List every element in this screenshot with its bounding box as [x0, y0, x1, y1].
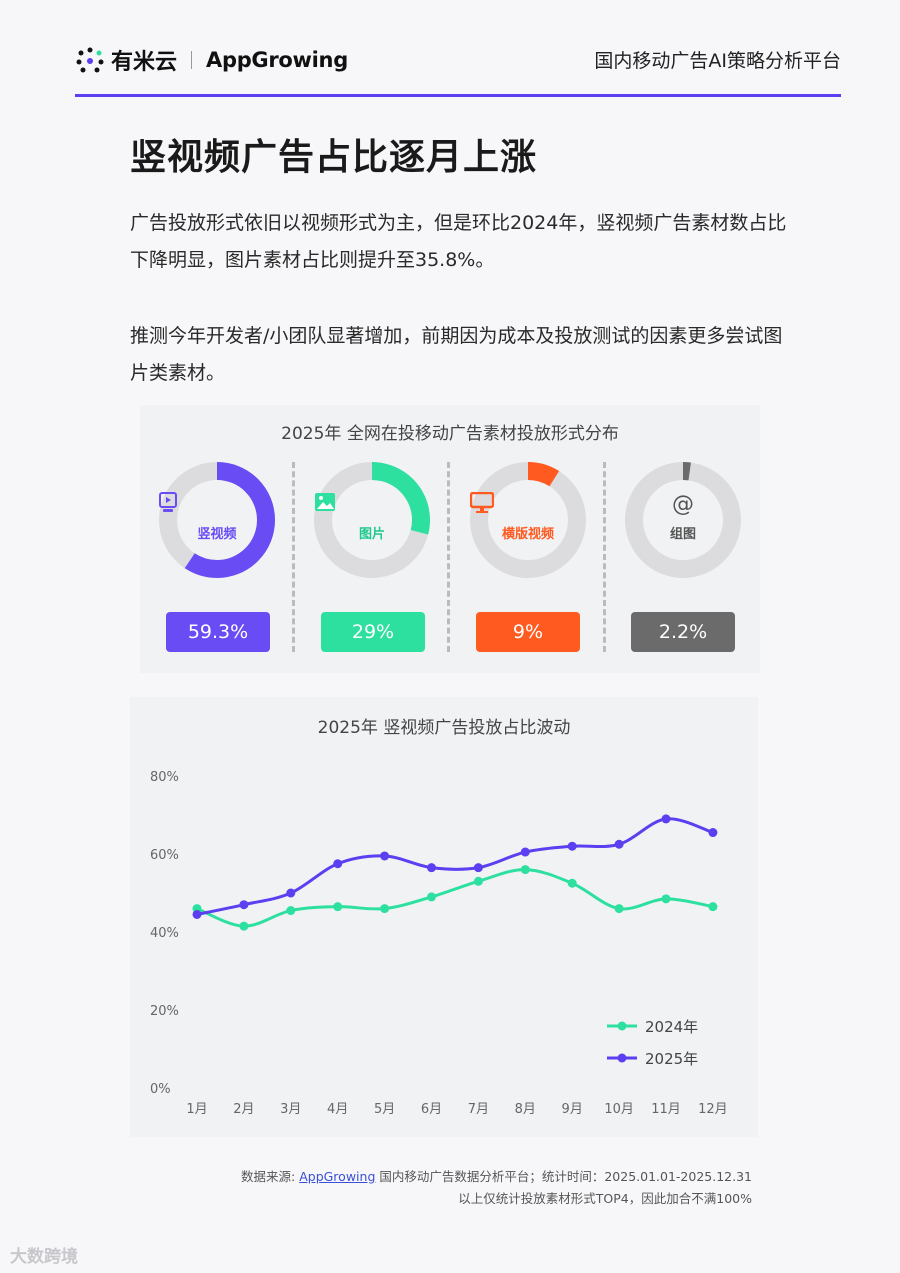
donut-slice-gallery — [625, 462, 741, 578]
data-point — [520, 847, 530, 857]
header: 有米云 AppGrowing 国内移动广告AI策略分析平台 — [75, 40, 841, 80]
legend-label: 2024年 — [645, 1018, 698, 1036]
logo-text: 有米云 — [111, 50, 178, 75]
youmi-logo-icon — [76, 47, 104, 73]
paragraph-1: 广告投放形式依旧以视频形式为主，但是环比2024年，竖视频广告素材数占比下降明显… — [130, 212, 787, 271]
x-tick-label: 1月 — [186, 1102, 207, 1117]
donut-label-vertical-video: 竖视频 — [197, 527, 237, 542]
data-point — [239, 921, 249, 931]
donut-vertical-video-ring — [159, 462, 275, 578]
watermark: 大数跨境 — [10, 1247, 78, 1267]
x-tick-label: 12月 — [698, 1102, 728, 1117]
donut-gallery-ring — [625, 462, 741, 578]
donut-image: 图片 — [314, 462, 430, 578]
pct-gallery: 2.2% — [631, 612, 735, 652]
line-chart-panel: 2025年 竖视频广告投放占比波动 0% 20% 40% 60% 80% 1月 2月 3月 4月… — [130, 697, 758, 1137]
x-tick-label: 4月 — [327, 1102, 348, 1117]
donut-label-gallery: 组图 — [669, 527, 696, 542]
data-point — [520, 865, 530, 875]
source-link[interactable]: AppGrowing — [299, 1169, 376, 1184]
source-suffix: 国内移动广告数据分析平台；统计时间：2025.01.01-2025.12.31 — [375, 1169, 752, 1184]
divider-2 — [447, 462, 450, 652]
chart-title: 2025年 全网在投移动广告素材投放形式分布 — [281, 424, 619, 444]
data-point — [614, 904, 624, 914]
x-tick-label: 5月 — [374, 1102, 395, 1117]
data-point — [473, 876, 483, 886]
x-tick-label: 11月 — [651, 1102, 681, 1117]
data-point — [333, 859, 343, 869]
data-point — [192, 909, 202, 919]
data-point — [427, 863, 436, 873]
donut-slice-vertical-video — [159, 462, 275, 578]
donut-slice-image — [314, 462, 430, 578]
donut-label-horizontal-video: 横版视频 — [501, 527, 554, 542]
data-point — [473, 863, 483, 873]
data-point — [380, 851, 390, 861]
donut-slice-horizontal-video — [470, 462, 586, 578]
y-tick-label: 60% — [150, 848, 179, 863]
x-tick-label: 10月 — [604, 1102, 634, 1117]
legend-marker — [617, 1053, 627, 1063]
data-source: 数据来源: AppGrowing 国内移动广告数据分析平台；统计时间：2025.… — [241, 1166, 752, 1185]
x-tick-label: 9月 — [562, 1102, 583, 1117]
x-tick-label: 7月 — [468, 1102, 489, 1117]
data-point — [614, 839, 624, 849]
donut-vertical-video: 竖视频 — [159, 462, 275, 578]
y-tick-label: 80% — [150, 770, 179, 785]
donut-horizontal-video: 横版视频 — [470, 462, 586, 578]
at-icon: @ — [672, 492, 694, 517]
x-tick-label: 6月 — [421, 1102, 442, 1117]
pct-vertical-video: 59.3% — [166, 612, 270, 652]
data-point — [661, 814, 671, 824]
divider-1 — [292, 462, 295, 652]
donut-gallery: @ 组图 — [625, 462, 741, 578]
legend-label: 2025年 — [645, 1050, 698, 1068]
data-point — [239, 900, 249, 910]
data-point — [333, 902, 343, 912]
x-tick-label: 2月 — [233, 1102, 254, 1117]
paragraph-2: 推测今年开发者/小团队显著增加，前期因为成本及投放测试的因素更多尝试图片类素材。 — [130, 325, 783, 384]
data-point — [286, 888, 296, 898]
pct-horizontal-video: 9% — [476, 612, 580, 652]
x-tick-label: 3月 — [280, 1102, 301, 1117]
donut-image-ring — [314, 462, 430, 578]
data-point — [708, 828, 718, 838]
data-point — [567, 841, 577, 851]
format-distribution-panel: 2025年 全网在投移动广告素材投放形式分布 竖视频 59.3% 图片 29% — [140, 405, 760, 673]
data-point — [380, 904, 390, 914]
data-point — [661, 894, 671, 904]
line-chart-title: 2025年 竖视频广告投放占比波动 — [317, 718, 571, 738]
logo-divider — [191, 51, 193, 69]
divider-3 — [603, 462, 606, 652]
appgrowing-brand: AppGrowing — [206, 48, 348, 72]
data-point — [567, 878, 577, 888]
y-tick-label: 40% — [150, 926, 179, 941]
data-point — [427, 892, 436, 902]
line-chart: 0% 20% 40% 60% 80% 1月 2月 3月 4月 5月 6月 7月 8月 9月 10月 11月 12… — [150, 770, 728, 1117]
series-line-2025年 — [196, 817, 714, 916]
x-tick-label: 8月 — [515, 1102, 536, 1117]
footnote: 以上仅统计投放素材形式TOP4，因此加合不满100% — [458, 1191, 752, 1206]
page-title: 竖视频广告占比逐月上涨 — [130, 137, 538, 178]
legend-marker — [617, 1021, 627, 1031]
data-point — [708, 902, 718, 912]
y-tick-label: 0% — [150, 1082, 171, 1097]
pct-image: 29% — [321, 612, 425, 652]
donut-horizontal-video-ring — [470, 462, 586, 578]
youmi-logo: 有米云 AppGrowing — [75, 44, 348, 76]
data-point — [286, 906, 296, 916]
donut-label-image: 图片 — [358, 527, 385, 542]
source-prefix: 数据来源: — [241, 1169, 300, 1184]
header-divider — [75, 94, 841, 97]
header-title: 国内移动广告AI策略分析平台 — [594, 50, 841, 72]
y-tick-label: 20% — [150, 1004, 179, 1019]
